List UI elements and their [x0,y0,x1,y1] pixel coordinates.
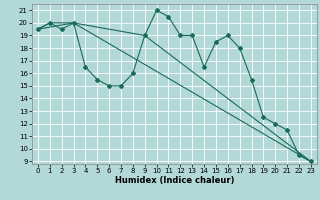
X-axis label: Humidex (Indice chaleur): Humidex (Indice chaleur) [115,176,234,185]
